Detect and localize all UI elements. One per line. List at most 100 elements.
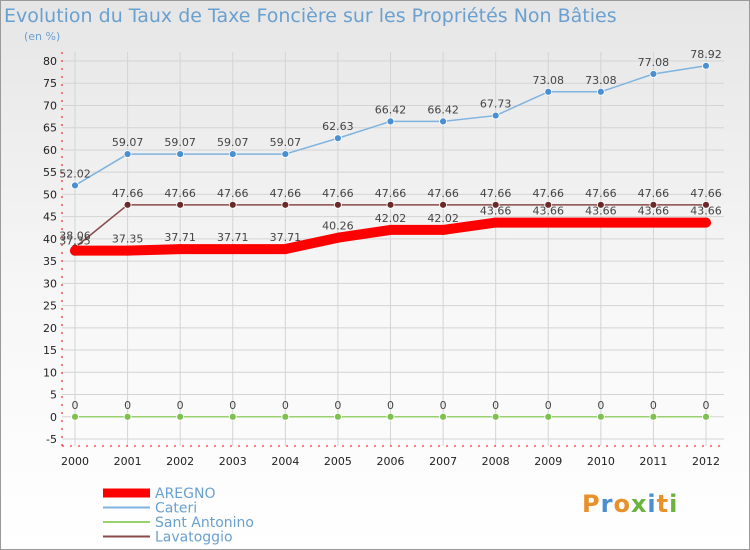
data-point (702, 200, 710, 209)
data-label: 59.07 (112, 136, 144, 149)
data-label: 47.66 (427, 187, 459, 200)
data-point (385, 224, 396, 235)
data-point (70, 245, 80, 256)
y-tick-label: 80 (43, 55, 57, 68)
x-tick-label: 2003 (219, 455, 247, 468)
data-point (176, 150, 185, 158)
x-tick-label: 2001 (114, 455, 142, 468)
data-label: 37.71 (164, 231, 196, 244)
data-point (491, 200, 500, 209)
data-label: 47.66 (112, 187, 144, 200)
y-tick-label: 0 (50, 411, 57, 424)
x-tick-label: 2008 (482, 455, 510, 468)
data-point (122, 245, 133, 256)
data-label: 43.66 (638, 205, 670, 218)
y-tick-label: 20 (43, 322, 57, 335)
data-label: 0 (597, 399, 604, 412)
data-point (490, 217, 501, 228)
data-point (595, 217, 606, 228)
data-label: 43.66 (585, 205, 617, 218)
data-label: 78.92 (690, 48, 722, 61)
data-label: 47.66 (164, 187, 196, 200)
data-point (648, 217, 659, 228)
y-tick-label: 35 (43, 255, 57, 268)
data-label: 0 (124, 399, 131, 412)
legend-label: Sant Antonino (155, 515, 254, 531)
data-label: 37.71 (217, 231, 249, 244)
y-tick-label: 55 (43, 166, 57, 179)
y-tick-label: -5 (46, 433, 57, 446)
data-label: 0 (229, 399, 236, 412)
data-point (649, 412, 658, 421)
data-point (544, 412, 553, 421)
data-label: 0 (72, 399, 79, 412)
series-aregno (70, 217, 711, 256)
x-tick-label: 2004 (271, 455, 299, 468)
data-point (280, 244, 291, 255)
series-sant-antonino (71, 412, 710, 421)
y-tick-label: 15 (43, 344, 57, 357)
data-label: 47.66 (480, 187, 512, 200)
data-point (334, 134, 342, 143)
data-point (123, 150, 132, 158)
data-label: 43.66 (690, 205, 722, 218)
data-label: 52.02 (59, 167, 91, 180)
data-label: 47.66 (217, 187, 249, 200)
data-point (543, 217, 554, 228)
y-tick-label: 40 (43, 233, 57, 246)
data-label: 47.66 (638, 187, 670, 200)
data-label: 77.08 (638, 56, 670, 69)
x-tick-label: 2011 (639, 455, 667, 468)
x-tick-label: 2009 (534, 455, 562, 468)
data-label: 0 (387, 399, 394, 412)
data-label: 0 (492, 399, 499, 412)
data-label: 38.06 (59, 230, 91, 243)
data-label: 66.42 (375, 103, 407, 116)
data-point (228, 200, 237, 209)
y-tick-label: 30 (43, 277, 57, 290)
y-tick-label: 50 (43, 188, 57, 201)
proxiti-logo: Proxiti (582, 490, 679, 518)
data-label: 0 (650, 399, 657, 412)
x-tick-label: 2005 (324, 455, 352, 468)
data-point (649, 70, 658, 78)
data-point (175, 244, 186, 255)
data-point (332, 232, 343, 243)
data-label: 47.66 (585, 187, 617, 200)
data-point (228, 150, 237, 158)
y-tick-label: 25 (43, 300, 57, 313)
data-point (228, 412, 237, 421)
data-label: 40.26 (322, 220, 354, 233)
x-tick-label: 2007 (429, 455, 457, 468)
data-point (334, 412, 342, 421)
data-point (227, 244, 238, 255)
series-cateri (71, 61, 710, 190)
data-label: 59.07 (164, 136, 196, 149)
chart-subtitle: (en %) (24, 30, 60, 43)
data-label: 47.66 (322, 187, 354, 200)
data-point (386, 200, 395, 209)
data-point (123, 200, 132, 209)
data-point (596, 87, 605, 96)
data-label: 59.07 (270, 136, 302, 149)
data-label: 47.66 (270, 187, 302, 200)
data-point (596, 200, 605, 209)
y-tick-label: 10 (43, 366, 57, 379)
legend-label: AREGNO (155, 486, 216, 502)
data-label: 0 (177, 399, 184, 412)
data-label: 0 (282, 399, 289, 412)
data-point (439, 412, 447, 421)
chart-title: Evolution du Taux de Taxe Foncière sur l… (4, 5, 617, 27)
data-label: 37.35 (112, 233, 144, 246)
data-point (596, 412, 605, 421)
data-label: 43.66 (533, 205, 565, 218)
data-label: 37.71 (270, 231, 302, 244)
data-label: 62.63 (322, 120, 354, 133)
y-tick-label: 70 (43, 99, 57, 112)
legend-label: Cateri (155, 501, 197, 517)
data-label: 0 (440, 399, 447, 412)
data-label: 73.08 (533, 74, 565, 87)
y-tick-label: 5 (50, 389, 57, 402)
